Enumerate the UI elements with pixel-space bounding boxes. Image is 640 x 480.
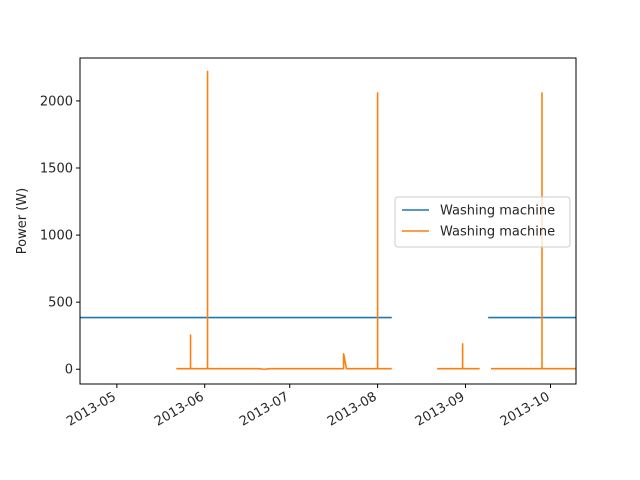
- x-tick-label: 2013-10: [498, 389, 553, 429]
- x-tick-label: 2013-08: [325, 389, 380, 429]
- x-axis: 2013-05 2013-06 2013-07 2013-08 2013-09 2013-…: [64, 384, 552, 430]
- plot-frame: [79, 57, 577, 385]
- x-tick-label: 2013-09: [413, 389, 468, 429]
- legend: Washing machine Washing machine: [394, 196, 571, 248]
- series-2-segment-2: [437, 342, 480, 370]
- x-tick-label: 2013-05: [64, 389, 119, 429]
- legend-box: [394, 196, 571, 248]
- x-tick-label: 2013-07: [237, 389, 292, 429]
- y-axis-label: Power (W): [15, 188, 30, 254]
- series-2-segment-1: [176, 70, 392, 371]
- y-tick-label: 0: [65, 363, 73, 378]
- series-2-segment-3: [490, 92, 576, 370]
- y-axis: 0 500 1000 1500 2000: [40, 94, 80, 378]
- y-tick-label: 2000: [40, 94, 73, 109]
- y-tick-label: 500: [48, 296, 73, 311]
- y-tick-label: 1500: [40, 162, 73, 177]
- y-tick-label: 1000: [40, 229, 73, 244]
- legend-entry-label: Washing machine: [440, 204, 555, 219]
- plot-lines: [80, 70, 576, 371]
- x-tick-label: 2013-06: [152, 389, 207, 429]
- legend-entry-label: Washing machine: [440, 225, 555, 240]
